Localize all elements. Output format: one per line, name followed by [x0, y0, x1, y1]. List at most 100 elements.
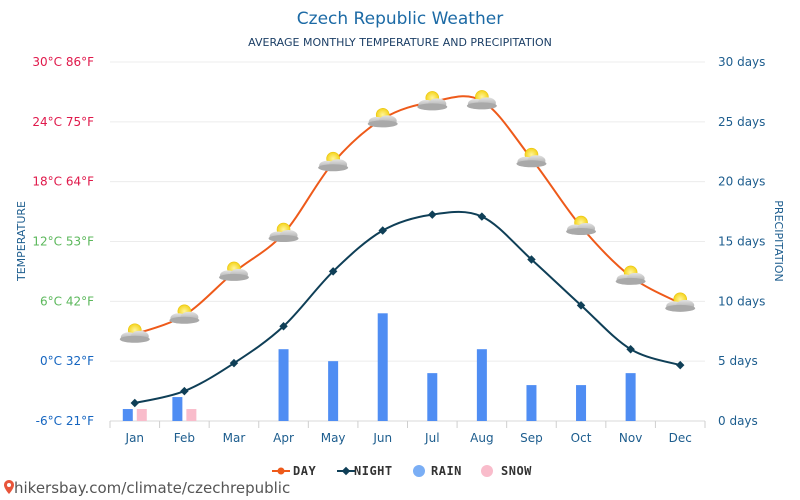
precipitation-bars — [122, 313, 636, 421]
location-pin-icon — [4, 480, 14, 494]
sun-cloud-icon — [218, 261, 249, 281]
x-tick-label: Nov — [619, 431, 642, 445]
x-tick-label: May — [321, 431, 346, 445]
x-tick-label: Feb — [174, 431, 195, 445]
rain-bar — [427, 373, 438, 421]
x-tick-label: Jul — [424, 431, 439, 445]
x-tick-label: Oct — [571, 431, 592, 445]
cloud-base — [566, 228, 597, 236]
sun-cloud-icon — [367, 108, 398, 128]
rain-bar — [328, 361, 339, 421]
legend-item-snow[interactable]: SNOW — [481, 464, 532, 478]
rain-bar — [476, 349, 487, 421]
left-tick-label: -6°C 21°F — [36, 414, 94, 428]
legend-rain-marker — [413, 465, 425, 477]
sun-cloud-icon — [516, 147, 547, 168]
night-point — [328, 267, 338, 276]
x-axis-ticks: Jan Feb Mar Apr May Jun Jul Aug Sep Oct Nov Dec — [109, 421, 706, 445]
cloud-base — [119, 335, 150, 343]
day-line — [134, 95, 681, 336]
chart-subtitle: AVERAGE MONTHLY TEMPERATURE AND PRECIPIT… — [248, 36, 552, 49]
right-axis-ticks: 0 days 5 days 10 days 15 days 20 days 25 days… — [718, 55, 765, 428]
cloud-base — [665, 304, 696, 312]
legend-snow-label: SNOW — [501, 464, 532, 478]
rain-bar — [576, 385, 587, 421]
night-point — [576, 301, 586, 310]
x-tick-label: Sep — [520, 431, 543, 445]
night-point — [428, 210, 437, 219]
weather-icons — [119, 90, 696, 343]
night-line — [134, 210, 681, 405]
x-tick-label: Apr — [273, 431, 294, 445]
left-axis-label: TEMPERATURE — [15, 201, 28, 282]
sun-cloud-icon — [268, 222, 299, 243]
cloud-base — [169, 316, 200, 324]
rain-bar — [278, 349, 289, 421]
rain-bar — [526, 385, 537, 421]
rain-bar — [625, 373, 636, 421]
night-point — [378, 226, 387, 235]
cloud-base — [318, 164, 349, 172]
right-tick-label: 15 days — [718, 235, 765, 249]
temperature-lines — [130, 95, 685, 408]
legend-item-night[interactable]: NIGHT — [337, 464, 393, 478]
cloud-base — [516, 160, 547, 168]
night-point — [279, 322, 288, 331]
sun-cloud-icon — [566, 215, 597, 236]
left-axis-ticks: -6°C 21°F 0°C 32°F 6°C 42°F 12°C 53°F 18°C 6… — [32, 55, 94, 428]
sun-cloud-icon — [615, 265, 646, 285]
right-tick-label: 10 days — [718, 294, 765, 308]
sun-cloud-icon — [466, 90, 497, 110]
rain-bar — [172, 397, 183, 421]
legend-snow-marker — [481, 465, 493, 477]
legend-day-label: DAY — [293, 464, 316, 478]
x-tick-label: Dec — [669, 431, 692, 445]
grid-lines — [110, 61, 705, 422]
rain-bar — [122, 409, 133, 421]
snow-bar — [186, 409, 197, 421]
legend-item-day[interactable]: DAY — [272, 464, 316, 478]
source-url: hikersbay.com/climate/czechrepublic — [14, 479, 291, 497]
cloud-base — [218, 273, 249, 281]
x-tick-label: Jan — [125, 431, 145, 445]
night-point — [130, 398, 140, 408]
night-point — [626, 344, 635, 354]
chart-legend: DAY NIGHT RAIN SNOW — [272, 464, 532, 478]
snow-bar — [136, 409, 147, 421]
sun-cloud-icon — [665, 292, 696, 312]
legend-item-rain[interactable]: RAIN — [413, 464, 462, 478]
night-point — [229, 358, 239, 368]
cloud-base — [268, 235, 299, 243]
right-tick-label: 20 days — [718, 175, 765, 189]
left-tick-label: 18°C 64°F — [32, 175, 94, 189]
legend-rain-label: RAIN — [431, 464, 462, 478]
x-tick-label: Jun — [372, 431, 392, 445]
right-tick-label: 5 days — [718, 354, 758, 368]
right-tick-label: 25 days — [718, 115, 765, 129]
x-tick-label: Aug — [470, 431, 493, 445]
cloud-base — [417, 103, 448, 111]
left-tick-label: 12°C 53°F — [32, 235, 94, 249]
rain-bar — [377, 313, 388, 421]
cloud-base — [615, 277, 646, 285]
left-tick-label: 24°C 75°F — [32, 115, 94, 129]
night-point — [477, 212, 487, 221]
cloud-base — [367, 120, 398, 128]
chart-title: Czech Republic Weather — [297, 9, 503, 29]
legend-day-marker — [277, 467, 285, 475]
night-point — [180, 386, 189, 396]
night-point — [527, 255, 536, 264]
cloud-base — [466, 102, 497, 110]
left-tick-label: 0°C 32°F — [40, 354, 94, 368]
right-axis-label: PRECIPITATION — [772, 200, 785, 281]
sun-cloud-icon — [119, 323, 150, 343]
source-link[interactable]: hikersbay.com/climate/czechrepublic — [4, 479, 290, 497]
right-tick-label: 30 days — [718, 55, 765, 69]
night-point — [675, 360, 685, 370]
right-tick-label: 0 days — [718, 414, 758, 428]
x-tick-label: Mar — [223, 431, 246, 445]
legend-night-label: NIGHT — [354, 464, 393, 478]
left-tick-label: 6°C 42°F — [40, 294, 94, 308]
sun-cloud-icon — [169, 304, 200, 324]
